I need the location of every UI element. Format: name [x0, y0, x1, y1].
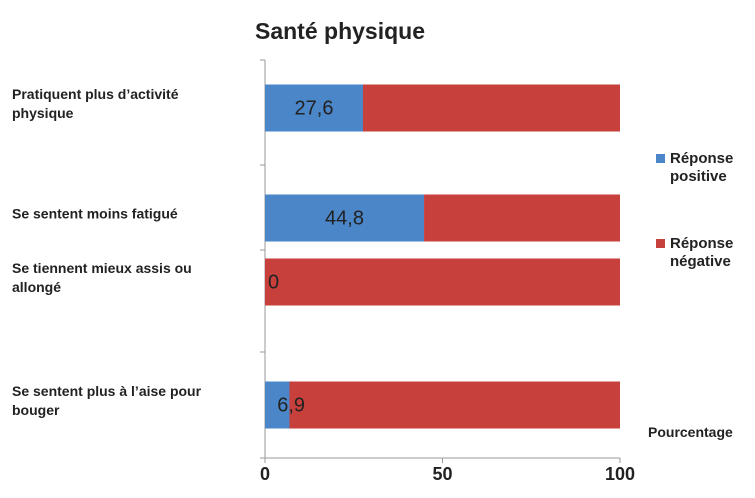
x-tick-label: 0 [260, 464, 270, 484]
bar-segment [265, 194, 425, 242]
chart-title: Santé physique [255, 18, 425, 44]
data-label: 0 [268, 271, 279, 293]
x-tick-label: 50 [432, 464, 452, 484]
legend-label: Réponse positive [670, 150, 734, 185]
bar-segment [424, 194, 620, 242]
legend-label: Réponse négative [670, 235, 734, 270]
bar-segment [265, 381, 290, 429]
data-label: 44,8 [325, 207, 364, 229]
bar-segment [289, 381, 620, 429]
category-label: Se tiennent mieux assis ou allongé [12, 260, 192, 295]
category-label: Pratiquent plus d’activité physique [12, 86, 179, 121]
bar-segment [265, 84, 363, 132]
category-label: Se sentent moins fatigué [12, 205, 178, 222]
data-label: 6,9 [277, 394, 305, 416]
legend-swatch [656, 154, 665, 163]
legend-swatch [656, 239, 665, 248]
bar-segment [265, 258, 620, 306]
x-axis-label: Pourcentage [648, 424, 733, 440]
category-label: Se sentent plus à l’aise pour bouger [12, 383, 202, 418]
bar-segment [362, 84, 620, 132]
x-tick-label: 100 [605, 464, 635, 484]
data-label: 27,6 [295, 97, 334, 119]
